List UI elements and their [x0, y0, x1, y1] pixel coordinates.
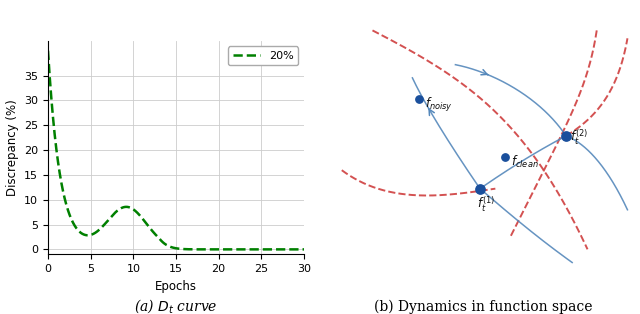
20% — [162, 243, 170, 246]
Line: 20%: 20% — [48, 51, 304, 249]
20% — [57, 179, 65, 183]
20% — [300, 247, 308, 251]
Y-axis label: Discrepancy (%): Discrepancy (%) — [6, 99, 19, 196]
Text: $f_t^{(2)}$: $f_t^{(2)}$ — [570, 127, 588, 147]
Text: $f_t^{(1)}$: $f_t^{(1)}$ — [477, 194, 495, 214]
Point — [413, 96, 424, 101]
Text: $f_{noisy}$: $f_{noisy}$ — [425, 96, 452, 114]
20% — [168, 246, 176, 249]
Text: $f_{clean}$: $f_{clean}$ — [511, 154, 538, 170]
Point — [561, 133, 571, 138]
Legend: 20%: 20% — [228, 46, 298, 65]
20% — [246, 247, 253, 251]
Text: (a) $D_t$ curve: (a) $D_t$ curve — [134, 297, 218, 314]
X-axis label: Epochs: Epochs — [155, 280, 197, 293]
20% — [44, 49, 52, 53]
Point — [475, 186, 485, 191]
20% — [292, 247, 300, 251]
Point — [499, 154, 509, 160]
20% — [292, 247, 300, 251]
Text: (b) Dynamics in function space: (b) Dynamics in function space — [374, 300, 593, 314]
